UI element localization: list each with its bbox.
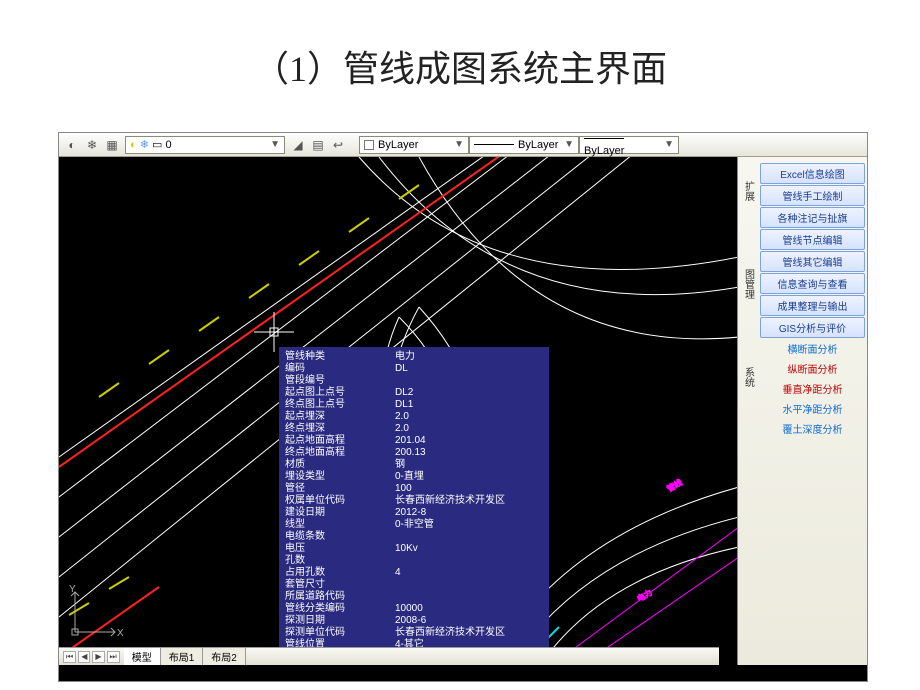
- chevron-down-icon: ▼: [564, 139, 574, 150]
- layer-tools: ◢ ▤ ↩: [285, 136, 351, 154]
- vertical-tab[interactable]: 系统: [741, 363, 756, 391]
- layer-manager-icon[interactable]: ◐: [63, 136, 81, 154]
- ucs-icon: X Y: [67, 584, 123, 643]
- info-row: 管线种类电力: [285, 351, 543, 363]
- lineweight-value: ByLayer: [584, 145, 624, 157]
- info-row: 起点图上点号DL2: [285, 387, 543, 399]
- vertical-tab[interactable]: 扩展: [741, 177, 756, 205]
- analysis-item[interactable]: 覆土深度分析: [760, 419, 865, 438]
- layer-walk-icon[interactable]: ◢: [289, 136, 307, 154]
- vertical-tabs: 扩展图管理系统: [738, 157, 758, 665]
- last-icon[interactable]: ⏭: [107, 651, 120, 663]
- layer-current: 0: [165, 139, 171, 151]
- main-area: 管线 电力 管线种类电力编码DL管段编号起点图上点号DL2终点图上点号DL1起点…: [59, 157, 867, 665]
- info-row: 终点埋深2.0: [285, 423, 543, 435]
- prev-icon[interactable]: ◀: [78, 651, 90, 663]
- ucs-x-label: X: [117, 628, 123, 639]
- tool-button[interactable]: 管线手工绘制: [760, 185, 865, 206]
- analysis-item[interactable]: 垂直净距分析: [760, 379, 865, 398]
- chevron-down-icon: ▼: [454, 139, 464, 150]
- info-row: 编码DL: [285, 363, 543, 375]
- chevron-down-icon: ▼: [664, 139, 674, 150]
- ucs-y-label: Y: [69, 584, 76, 595]
- layer-freeze-icon[interactable]: ❄: [83, 136, 101, 154]
- info-row: 材质钢: [285, 459, 543, 471]
- info-row: 终点地面高程200.13: [285, 447, 543, 459]
- analysis-item[interactable]: 横断面分析: [760, 339, 865, 358]
- tool-button[interactable]: 管线其它编辑: [760, 251, 865, 272]
- info-row: 建设日期2012-8: [285, 507, 543, 519]
- info-row: 电缆条数: [285, 531, 543, 543]
- analysis-item[interactable]: 水平净距分析: [760, 399, 865, 418]
- layout-tabs: ⏮ ◀ ▶ ⏭ 模型布局1布局2: [59, 647, 719, 665]
- top-toolbar: ◐ ❄ ▦ ◐ ❄ ▭ 0 ▼ ◢ ▤ ↩ ByLayer ▼ ByLayer …: [59, 133, 867, 157]
- cad-window: ◐ ❄ ▦ ◐ ❄ ▭ 0 ▼ ◢ ▤ ↩ ByLayer ▼ ByLayer …: [58, 132, 868, 682]
- tool-button[interactable]: 成果整理与输出: [760, 295, 865, 316]
- tool-button[interactable]: 管线节点编辑: [760, 229, 865, 250]
- layer-dropdown[interactable]: ◐ ❄ ▭ 0 ▼: [125, 136, 285, 154]
- info-row: 所属道路代码: [285, 591, 543, 603]
- linetype-value: ByLayer: [518, 139, 558, 151]
- info-row: 终点图上点号DL1: [285, 399, 543, 411]
- tool-list: Excel信息绘图管线手工绘制各种注记与扯旗管线节点编辑管线其它编辑信息查询与查…: [758, 157, 867, 665]
- info-row: 管径100: [285, 483, 543, 495]
- color-dropdown[interactable]: ByLayer ▼: [359, 136, 469, 154]
- vertical-tab[interactable]: 图管理: [741, 265, 756, 303]
- info-row: 占用孔数4: [285, 567, 543, 579]
- info-row: 线型0-非空管: [285, 519, 543, 531]
- info-row: 探测单位代码长春西新经济技术开发区: [285, 627, 543, 639]
- right-panel: 扩展图管理系统 Excel信息绘图管线手工绘制各种注记与扯旗管线节点编辑管线其它…: [737, 157, 867, 665]
- info-row: 探测日期2008-6: [285, 615, 543, 627]
- info-row: 管线分类编码10000: [285, 603, 543, 615]
- tool-button[interactable]: 信息查询与查看: [760, 273, 865, 294]
- layer-states-icon[interactable]: ▦: [103, 136, 121, 154]
- layout-tab[interactable]: 布局2: [203, 648, 246, 665]
- info-row: 起点埋深2.0: [285, 411, 543, 423]
- entity-info-popup: 管线种类电力编码DL管段编号起点图上点号DL2终点图上点号DL1起点埋深2.0终…: [279, 347, 549, 665]
- drawing-canvas[interactable]: 管线 电力 管线种类电力编码DL管段编号起点图上点号DL2终点图上点号DL1起点…: [59, 157, 737, 665]
- svg-text:电力: 电力: [635, 587, 654, 604]
- linetype-dropdown[interactable]: ByLayer ▼: [469, 136, 579, 154]
- lineweight-dropdown[interactable]: ByLayer ▼: [579, 136, 679, 154]
- layout-tab[interactable]: 模型: [124, 648, 161, 665]
- info-row: 管段编号: [285, 375, 543, 387]
- analysis-item[interactable]: 纵断面分析: [760, 359, 865, 378]
- info-row: 权属单位代码长春西新经济技术开发区: [285, 495, 543, 507]
- color-value: ByLayer: [378, 139, 418, 151]
- info-row: 孔数: [285, 555, 543, 567]
- info-row: 起点地面高程201.04: [285, 435, 543, 447]
- svg-text:管线: 管线: [665, 477, 684, 494]
- page-title: （1）管线成图系统主界面: [0, 0, 920, 108]
- layout-tab[interactable]: 布局1: [161, 648, 204, 665]
- layer-match-icon[interactable]: ▤: [309, 136, 327, 154]
- first-icon[interactable]: ⏮: [63, 651, 76, 663]
- tool-button[interactable]: Excel信息绘图: [760, 163, 865, 184]
- tool-button[interactable]: GIS分析与评价: [760, 317, 865, 338]
- layer-icons: ◐ ❄ ▦: [59, 136, 125, 154]
- tab-nav[interactable]: ⏮ ◀ ▶ ⏭: [59, 651, 124, 663]
- info-row: 埋设类型0-直埋: [285, 471, 543, 483]
- info-row: 电压10Kv: [285, 543, 543, 555]
- next-icon[interactable]: ▶: [92, 651, 104, 663]
- chevron-down-icon: ▼: [270, 139, 280, 150]
- tool-button[interactable]: 各种注记与扯旗: [760, 207, 865, 228]
- layer-prev-icon[interactable]: ↩: [329, 136, 347, 154]
- info-row: 套管尺寸: [285, 579, 543, 591]
